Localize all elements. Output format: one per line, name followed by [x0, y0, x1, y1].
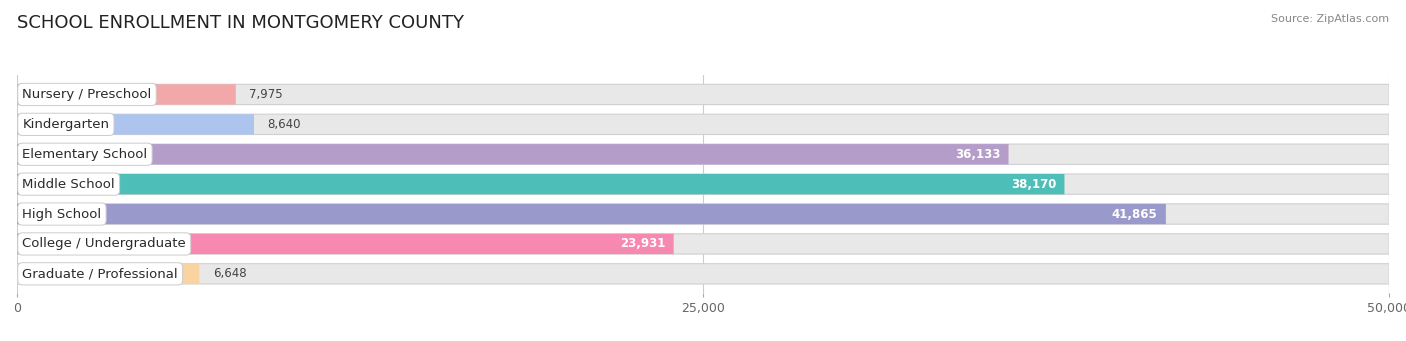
- FancyBboxPatch shape: [17, 204, 1389, 224]
- FancyBboxPatch shape: [17, 204, 1166, 224]
- FancyBboxPatch shape: [17, 234, 1389, 254]
- FancyBboxPatch shape: [17, 264, 1389, 284]
- FancyBboxPatch shape: [17, 264, 200, 284]
- FancyBboxPatch shape: [17, 84, 236, 105]
- Text: Middle School: Middle School: [22, 178, 115, 191]
- Text: Nursery / Preschool: Nursery / Preschool: [22, 88, 152, 101]
- Text: Kindergarten: Kindergarten: [22, 118, 110, 131]
- Text: 8,640: 8,640: [267, 118, 301, 131]
- FancyBboxPatch shape: [17, 114, 254, 134]
- FancyBboxPatch shape: [17, 174, 1389, 194]
- FancyBboxPatch shape: [17, 174, 1064, 194]
- FancyBboxPatch shape: [17, 84, 1389, 105]
- Text: SCHOOL ENROLLMENT IN MONTGOMERY COUNTY: SCHOOL ENROLLMENT IN MONTGOMERY COUNTY: [17, 14, 464, 32]
- FancyBboxPatch shape: [17, 144, 1389, 164]
- Text: College / Undergraduate: College / Undergraduate: [22, 237, 186, 250]
- Text: 23,931: 23,931: [620, 237, 665, 250]
- FancyBboxPatch shape: [17, 234, 673, 254]
- Text: Source: ZipAtlas.com: Source: ZipAtlas.com: [1271, 14, 1389, 24]
- FancyBboxPatch shape: [17, 114, 1389, 134]
- Text: High School: High School: [22, 208, 101, 221]
- Text: 6,648: 6,648: [214, 267, 246, 280]
- Text: 38,170: 38,170: [1011, 178, 1056, 191]
- Text: 41,865: 41,865: [1112, 208, 1157, 221]
- Text: 36,133: 36,133: [955, 148, 1000, 161]
- Text: Elementary School: Elementary School: [22, 148, 148, 161]
- Text: Graduate / Professional: Graduate / Professional: [22, 267, 179, 280]
- Text: 7,975: 7,975: [249, 88, 283, 101]
- FancyBboxPatch shape: [17, 144, 1008, 164]
